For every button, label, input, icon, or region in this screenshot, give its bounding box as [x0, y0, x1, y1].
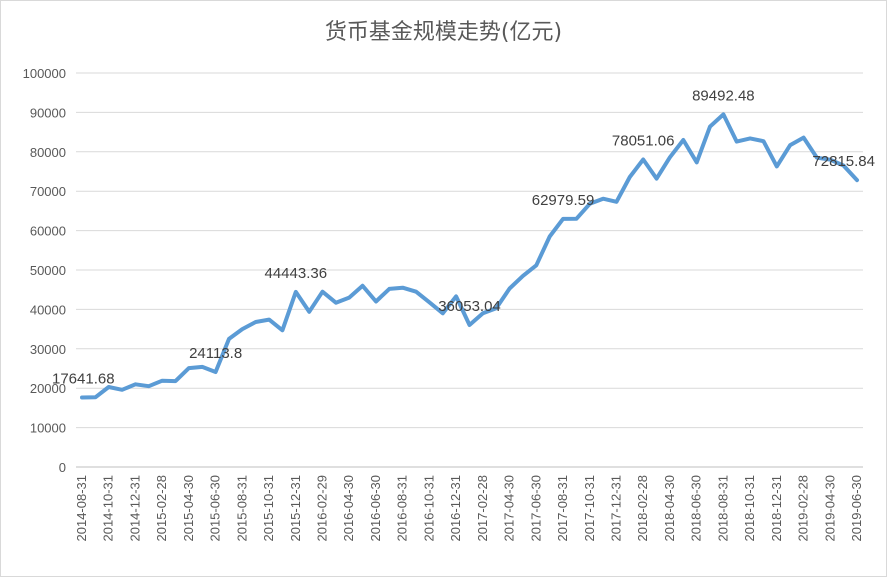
- x-tick-label: 2017-04-30: [502, 475, 517, 542]
- chart-title: 货币基金规模走势(亿元): [324, 20, 563, 45]
- data-label: 44443.36: [265, 265, 328, 282]
- x-tick-label: 2017-08-31: [555, 475, 570, 542]
- y-tick-label: 20000: [30, 381, 66, 396]
- x-tick-label: 2018-08-31: [715, 475, 730, 542]
- x-tick-label: 2015-10-31: [261, 475, 276, 542]
- x-tick-label: 2015-08-31: [234, 475, 249, 542]
- x-tick-label: 2019-04-30: [822, 475, 837, 542]
- x-tick-label: 2016-02-29: [315, 475, 330, 542]
- x-tick-label: 2015-06-30: [208, 475, 223, 542]
- x-tick-label: 2016-06-30: [368, 475, 383, 542]
- x-tick-label: 2018-12-31: [769, 475, 784, 542]
- y-tick-label: 90000: [30, 105, 66, 120]
- x-tick-label: 2017-02-28: [475, 475, 490, 542]
- y-tick-label: 50000: [30, 263, 66, 278]
- y-tick-label: 70000: [30, 184, 66, 199]
- x-tick-label: 2017-10-31: [582, 475, 597, 542]
- x-tick-label: 2019-06-30: [849, 475, 864, 542]
- y-tick-label: 80000: [30, 145, 66, 160]
- data-label: 62979.59: [532, 192, 595, 209]
- data-label: 78051.06: [612, 132, 675, 149]
- x-tick-label: 2014-08-31: [74, 475, 89, 542]
- x-tick-label: 2016-04-30: [341, 475, 356, 542]
- y-axis-ticks: 0 10000 20000 30000 40000 50000 60000 70000 8000…: [23, 66, 66, 475]
- x-tick-label: 2014-12-31: [127, 475, 142, 542]
- x-tick-label: 2017-12-31: [608, 475, 623, 542]
- x-tick-label: 2019-02-28: [796, 475, 811, 542]
- y-tick-label: 100000: [23, 66, 66, 81]
- x-tick-label: 2014-10-31: [101, 475, 116, 542]
- x-tick-label: 2015-04-30: [181, 475, 196, 542]
- x-tick-label: 2015-12-31: [288, 475, 303, 542]
- data-label: 36053.04: [438, 298, 501, 315]
- y-tick-label: 60000: [30, 224, 66, 239]
- x-tick-label: 2018-06-30: [689, 475, 704, 542]
- x-tick-label: 2018-04-30: [662, 475, 677, 542]
- gridlines: [76, 72, 863, 468]
- data-label: 17641.68: [52, 370, 115, 387]
- data-label: 89492.48: [692, 87, 755, 104]
- x-tick-label: 2017-06-30: [528, 475, 543, 542]
- x-tick-label: 2016-08-31: [395, 475, 410, 542]
- data-label: 72815.84: [812, 153, 875, 170]
- x-tick-label: 2015-02-28: [154, 475, 169, 542]
- series-line: [80, 112, 859, 400]
- y-tick-label: 10000: [30, 421, 66, 436]
- data-label: 24113.8: [189, 345, 242, 362]
- y-tick-label: 30000: [30, 342, 66, 357]
- y-tick-label: 0: [59, 460, 66, 475]
- x-tick-label: 2018-02-28: [635, 475, 650, 542]
- x-axis-ticks: 2014-08-31 2014-10-31 2014-12-31 2015-02-28…: [74, 475, 864, 542]
- x-tick-label: 2016-12-31: [448, 475, 463, 542]
- x-tick-label: 2018-10-31: [742, 475, 757, 542]
- y-tick-label: 40000: [30, 302, 66, 317]
- data-labels: 17641.68 24113.8 44443.36 36053.04 62979.59 7…: [52, 87, 875, 387]
- x-tick-label: 2016-10-31: [421, 475, 436, 542]
